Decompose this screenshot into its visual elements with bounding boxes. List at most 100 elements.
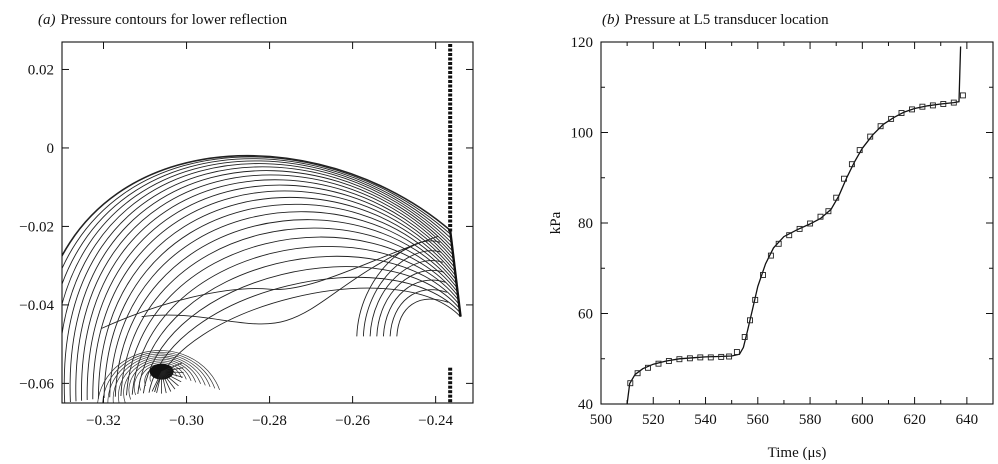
front-dot [448,98,453,101]
y-tick-label-b: 100 [571,126,594,142]
series-marker-measured [634,370,641,377]
contour-line-open [376,270,445,337]
contour-line [86,184,455,401]
series-marker-measured [775,240,782,247]
front-dot [448,147,453,151]
contour-line [62,163,453,340]
series-marker-measured [686,355,693,362]
contour-line [142,266,460,394]
front-dot [448,399,453,403]
focus-ray [161,371,179,387]
contour-line [109,211,457,398]
front-dot [448,385,453,389]
series-marker-measured [848,161,855,168]
series-marker-measured [959,92,966,99]
contour-line [92,190,456,400]
front-dot [448,376,453,380]
x-tick-label-b: 640 [956,412,979,428]
front-dot [448,381,453,385]
series-marker-measured [833,194,840,201]
focus-ray [151,371,162,392]
x-tick-label-b: 540 [694,412,717,428]
front-dot [448,201,453,205]
y-axis-a: 0.02 0 −0.02 −0.04 −0.06 [19,62,473,392]
series-marker-measured [888,115,895,122]
front-dot [448,152,453,155]
reflected-segment [448,230,462,317]
panel-a-title-text: Pressure contours for lower reflection [61,12,288,28]
contour-line [103,203,457,399]
y-tick-label-a: −0.02 [19,219,54,235]
series-marker-measured [929,102,936,109]
front-dot [448,57,453,61]
series-marker-measured [760,272,766,278]
contour-line [97,196,456,399]
front-dot [448,134,453,137]
x-tick-label-a: −0.26 [335,413,370,429]
x-axis-label-b: Time (μs) [768,445,827,461]
front-dot [448,228,453,232]
front-dot [448,62,453,65]
contour-line [148,276,461,393]
series-marker-measured [786,232,793,239]
series-marker-measured [807,220,814,227]
x-tick-label-a: −0.24 [418,413,453,429]
y-axis-b: 40 60 80 100 120 [571,35,993,413]
y-tick-label-b: 60 [578,307,593,323]
y-axis-label-b: kPa [548,211,564,234]
contour-line [131,246,459,395]
plot-frame-a [61,41,474,404]
contour-line-open [382,279,446,337]
contour-line [62,155,451,258]
front-dot [448,174,453,178]
x-tick-label-b: 620 [903,412,926,428]
series-marker-measured [867,133,874,140]
focus-ray [161,362,183,372]
series-marker-measured [645,364,651,371]
front-dot [448,394,453,398]
contour-line [62,156,452,271]
series-marker-measured [841,175,847,182]
front-dot [448,179,453,182]
contour-line-wave [101,235,439,329]
focus-arc [118,357,201,403]
contour-line-open [362,250,442,337]
front-dot [448,210,453,214]
series-marker-measured [767,252,774,259]
front-dot [448,66,453,70]
front-dot [448,156,453,160]
series-marker-measured [825,208,832,215]
contour-line [62,158,452,287]
contour-line [75,174,454,402]
contour-line [81,179,455,401]
series-marker-measured [950,99,957,106]
focus-ray [161,371,184,373]
front-dot [448,107,453,110]
focus-ray [161,371,182,383]
panel-a: (a) Pressure contours for lower reflectio… [19,12,474,429]
focus-ray [161,371,167,394]
focus-ray [161,371,184,378]
x-tick-label-b: 600 [851,412,874,428]
panel-b-title: (b) Pressure at L5 transducer location [602,12,829,28]
front-dot [448,215,453,218]
x-tick-label-a: −0.28 [252,413,287,429]
front-dot [448,89,453,92]
focus-arc [112,355,206,403]
series-marker-measured [733,349,740,355]
contour-line [137,255,460,395]
focus-arc [133,362,187,396]
series-marker-measured [707,354,714,361]
series-marker-measured [856,147,863,154]
plot-frame-b [600,41,994,405]
front-dot [448,129,453,133]
contour-line-open [356,240,441,337]
front-dot [448,161,453,164]
series-marker-measured [796,225,803,232]
contour-line-wave [141,241,421,325]
y-tick-label-b: 80 [578,216,593,232]
panel-b-label: (b) [602,12,620,28]
focus-ray [156,371,163,394]
x-axis-a: −0.32 −0.30 −0.28 −0.26 −0.24 [86,42,453,429]
front-dot [448,367,453,371]
